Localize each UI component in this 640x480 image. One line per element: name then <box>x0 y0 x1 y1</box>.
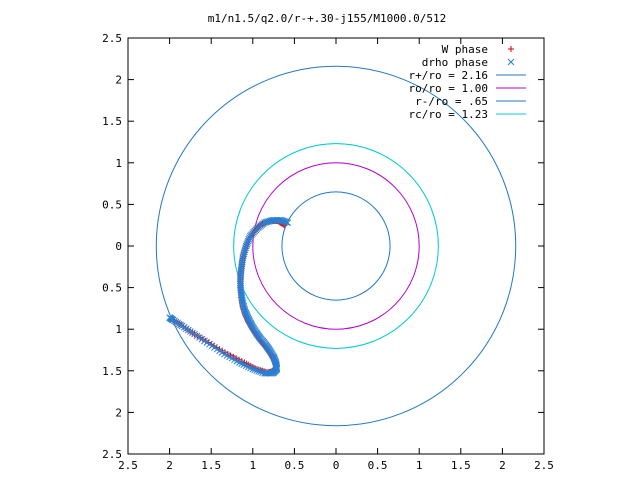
data-point <box>240 252 247 260</box>
data-point <box>251 366 259 374</box>
data-point <box>242 242 250 250</box>
y-tick-label: 1.5 <box>102 365 122 378</box>
x-tick-label: 0.5 <box>368 459 388 472</box>
legend-item: rc/ro = 1.23 <box>409 108 526 121</box>
chart-title: m1/n1.5/q2.0/r-+.30-j155/M1000.0/512 <box>208 12 446 25</box>
circle-curve <box>233 143 439 349</box>
data-point <box>245 235 253 243</box>
data-point <box>253 367 261 374</box>
data-point <box>255 367 262 375</box>
data-point <box>241 248 248 256</box>
x-tick-label: 0 <box>333 459 340 472</box>
x-tick-label: 0.5 <box>284 459 304 472</box>
circle-curves <box>155 65 517 427</box>
data-point <box>166 314 173 321</box>
phase-points <box>166 216 292 377</box>
y-tick-label: 1 <box>115 157 122 170</box>
x-tick-label: 1 <box>249 459 256 472</box>
data-point <box>244 237 252 245</box>
y-tick-label: 2 <box>115 74 122 87</box>
data-point <box>242 244 249 252</box>
x-tick-label: 1 <box>416 459 423 472</box>
legend-label: rc/ro = 1.23 <box>409 108 488 121</box>
data-point <box>244 239 251 247</box>
y-tick-label: 0 <box>115 240 122 253</box>
y-tick-label: 1 <box>115 323 122 336</box>
legend-item: ro/ro = 1.00 <box>409 82 526 95</box>
data-point <box>241 246 249 254</box>
legend-item: r-/ro = .65 <box>415 95 526 108</box>
x-tick-label: 2.5 <box>534 459 554 472</box>
data-point <box>240 250 248 258</box>
legend-label: ro/ro = 1.00 <box>409 82 488 95</box>
x-tick-label: 1.5 <box>451 459 471 472</box>
legend-label: W phase <box>442 43 488 56</box>
circle-curve <box>252 162 420 330</box>
y-tick-label: 2.5 <box>102 32 122 45</box>
legend-label: r-/ro = .65 <box>415 95 488 108</box>
legend-item: r+/ro = 2.16 <box>409 69 526 82</box>
data-point <box>243 240 251 248</box>
circle-curve <box>281 191 391 301</box>
legend-item: drho phase <box>422 56 515 69</box>
legend-label: drho phase <box>422 56 488 69</box>
x-tick-label: 2 <box>166 459 173 472</box>
data-point <box>261 369 268 377</box>
y-tick-label: 2.5 <box>102 448 122 461</box>
y-tick-label: 0.5 <box>102 198 122 211</box>
data-point <box>259 369 266 376</box>
y-tick-label: 2 <box>115 406 122 419</box>
data-point <box>246 234 253 242</box>
legend-swatch <box>507 58 515 66</box>
y-tick-label: 1.5 <box>102 115 122 128</box>
data-point <box>246 232 254 240</box>
legend-item: W phase <box>442 43 514 56</box>
circle-curve <box>155 65 517 427</box>
data-point <box>257 368 264 376</box>
axis-frame: 2.5 2 1.5 1 0.5 0 0.5 1 1.5 2 2.52.521.510.500.511… <box>102 32 554 472</box>
legend-label: r+/ro = 2.16 <box>409 69 488 82</box>
x-tick-label: 1.5 <box>201 459 221 472</box>
x-tick-label: 2.5 <box>118 459 138 472</box>
x-tick-label: 2 <box>499 459 506 472</box>
y-tick-label: 0.5 <box>102 282 122 295</box>
